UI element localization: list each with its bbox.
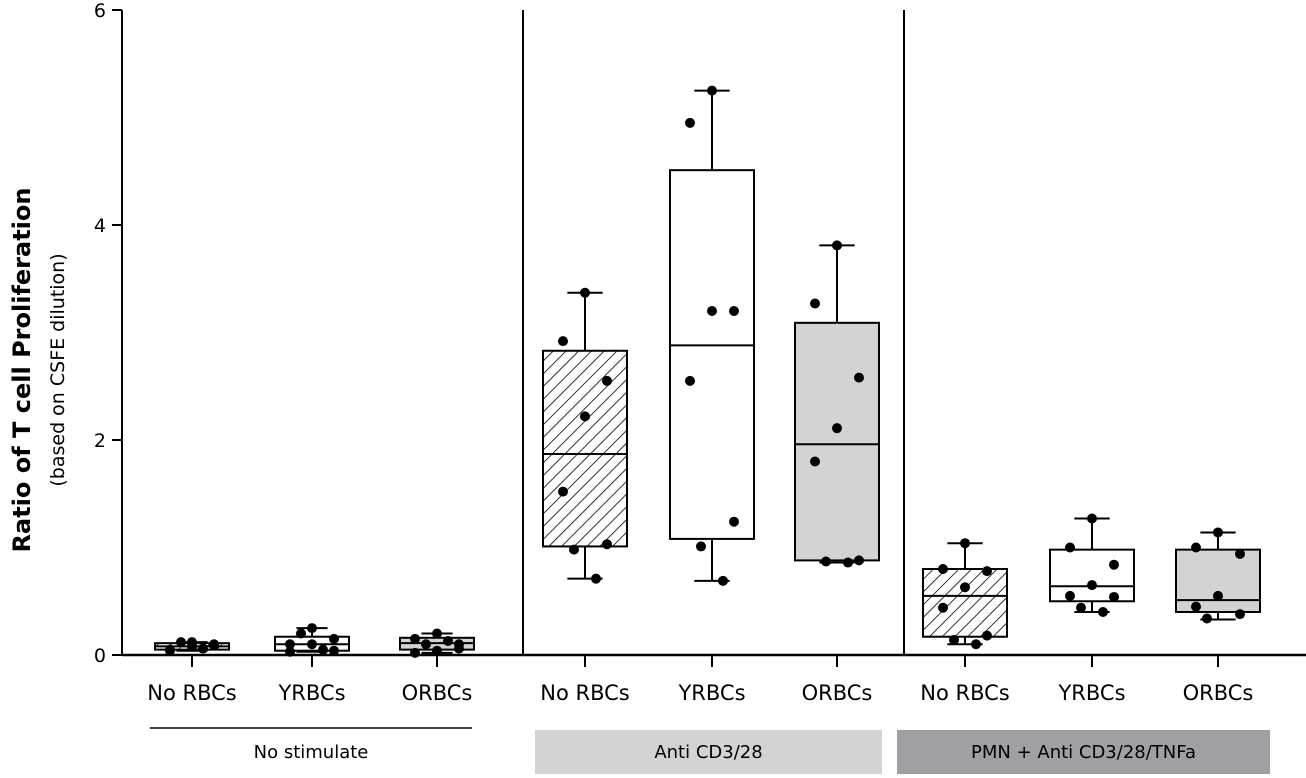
data-point [960,582,970,593]
data-point [558,336,568,347]
data-point [1076,602,1086,613]
data-point [329,633,339,644]
x-tick-label: No RBCs [540,681,629,705]
data-point [432,628,442,639]
y-tick-label: 2 [94,430,106,452]
data-point [1087,513,1097,524]
data-point [569,544,579,555]
x-tick-label: No RBCs [147,681,236,705]
data-point [454,643,464,654]
y-tick-label: 6 [94,0,106,22]
data-point [971,639,981,650]
data-point [1065,542,1075,553]
x-tick-label: YRBCs [277,681,345,705]
data-point [1087,580,1097,591]
data-point [1098,607,1108,617]
data-point [307,639,317,650]
data-point [176,637,186,648]
group-label: No stimulate [254,742,369,763]
data-point [854,555,864,566]
plot-marks [154,85,1261,658]
group-band [897,730,1270,774]
group-label: PMN + Anti CD3/28/TNFa [971,742,1196,763]
data-point [558,486,568,497]
data-point [1235,609,1245,620]
data-point [982,630,992,641]
data-point [729,306,739,316]
data-point [285,639,295,650]
data-point [1235,548,1245,559]
data-point [810,298,820,309]
data-point [832,240,842,251]
data-point [432,645,442,656]
data-point [1202,613,1212,624]
data-point [1109,559,1119,570]
data-point [410,633,420,644]
data-point [685,375,695,386]
y-tick-label: 4 [94,215,106,237]
data-point [696,541,706,552]
data-point [591,573,601,584]
data-point [602,539,612,550]
data-point [443,636,453,647]
box [794,321,880,562]
data-point [198,643,208,654]
data-point [1213,590,1223,601]
y-axis-subtitle: (based on CSFE dilution) [47,253,69,486]
data-point [410,647,420,658]
data-point [307,623,317,634]
x-tick-label: ORBCs [1183,681,1254,705]
box [669,169,755,540]
x-tick-label: YRBCs [1057,681,1125,705]
data-point [729,516,739,527]
data-point [1065,590,1075,601]
data-point [1109,591,1119,602]
data-point [421,639,431,650]
data-point [707,306,717,316]
data-point [982,566,992,577]
data-point [580,411,590,422]
data-point [580,287,590,298]
y-tick-label: 0 [94,645,106,667]
data-point [165,644,175,655]
data-point [1213,527,1223,538]
data-point [602,375,612,386]
box [1175,548,1261,614]
data-point [209,640,219,651]
data-point [821,556,831,567]
x-tick-label: No RBCs [920,681,1009,705]
box [542,349,628,548]
axes: 0 2 4 6 No stimulate No RBCs YRBCs ORBCs Anti CD… [94,0,1306,774]
data-point [285,646,295,657]
box [922,568,1008,638]
x-tick-label: ORBCs [802,681,873,705]
data-point [1191,542,1201,553]
data-point [685,117,695,128]
data-point [938,564,948,574]
data-point [854,372,864,383]
data-point [832,423,842,434]
data-point [949,634,959,645]
data-point [707,85,717,96]
data-point [810,456,820,467]
group-band [535,730,882,774]
data-point [187,641,197,652]
data-point [296,628,306,639]
box [1049,548,1135,603]
data-point [960,538,970,549]
x-tick-label: ORBCs [402,681,473,705]
group-label: Anti CD3/28 [654,742,762,763]
data-point [938,602,948,613]
data-point [329,645,339,656]
data-point [718,575,728,586]
data-point [1191,601,1201,612]
x-tick-label: YRBCs [677,681,745,705]
data-point [318,644,328,655]
data-point [843,557,853,568]
y-axis-title: Ratio of T cell Proliferation [8,188,36,553]
